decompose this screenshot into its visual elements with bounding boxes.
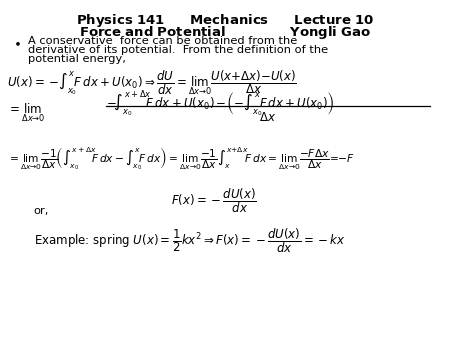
Text: $-\!\int_{x_0}^{x+\Delta x}\!\!F\,dx + U(x_0) - \!\left(\!-\!\int_{x_0}^{x}\!F\,: $-\!\int_{x_0}^{x+\Delta x}\!\!F\,dx + U… xyxy=(106,89,334,119)
Text: $\Delta x$: $\Delta x$ xyxy=(259,111,276,124)
Text: A conservative  force can be obtained from the: A conservative force can be obtained fro… xyxy=(28,36,297,46)
Text: derivative of its potential.  From the definition of the: derivative of its potential. From the de… xyxy=(28,45,328,55)
Text: $= \lim_{\Delta x\to 0}$: $= \lim_{\Delta x\to 0}$ xyxy=(7,101,45,124)
Text: $= \lim_{\Delta x\to 0}\dfrac{-1}{\Delta x}\!\left(\int_{x_0}^{x+\Delta x}\!\!F\: $= \lim_{\Delta x\to 0}\dfrac{-1}{\Delta… xyxy=(7,145,355,172)
Text: or,: or, xyxy=(34,206,49,216)
Text: Example: spring $U(x) = \dfrac{1}{2}kx^2 \Rightarrow F(x) = -\dfrac{dU(x)}{dx} =: Example: spring $U(x) = \dfrac{1}{2}kx^2… xyxy=(34,226,345,255)
Text: $\mathbf{Force\ and\ Potential}$$\qquad\qquad\quad$$\mathbf{Yongli\ Gao}$: $\mathbf{Force\ and\ Potential}$$\qquad\… xyxy=(79,24,371,41)
Text: $F(x) = -\dfrac{dU(x)}{dx}$: $F(x) = -\dfrac{dU(x)}{dx}$ xyxy=(171,186,257,215)
Text: potential energy,: potential energy, xyxy=(28,54,126,65)
Text: $\mathbf{Physics\ 141}$$\quad\quad$$\mathbf{Mechanics}$$\quad\quad$$\mathbf{Lect: $\mathbf{Physics\ 141}$$\quad\quad$$\mat… xyxy=(76,12,374,29)
Text: $U(x) = -\!\int_{x_0}^{x}\!F\,dx + U(x_0) \Rightarrow \dfrac{dU}{dx} = \lim_{\De: $U(x) = -\!\int_{x_0}^{x}\!F\,dx + U(x_0… xyxy=(7,68,297,97)
Text: $\bullet$: $\bullet$ xyxy=(13,37,20,49)
